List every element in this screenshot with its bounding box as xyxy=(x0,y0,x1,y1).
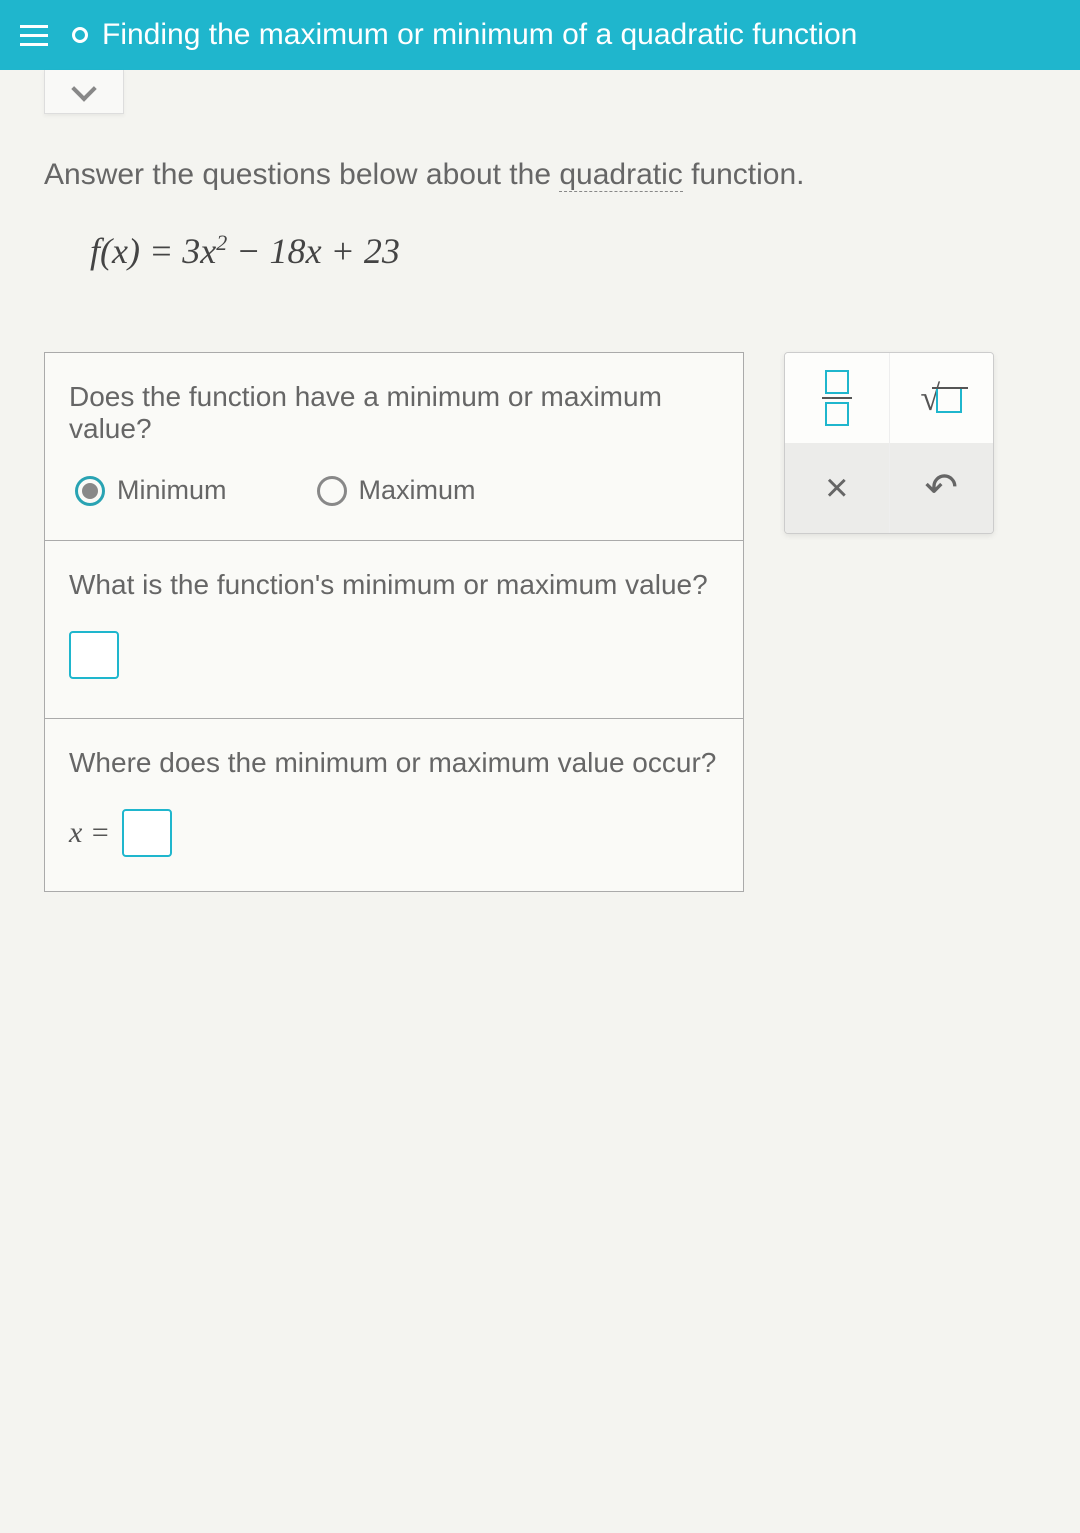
chevron-down-icon xyxy=(71,76,96,101)
radio-minimum[interactable]: Minimum xyxy=(75,475,227,506)
radio-label: Maximum xyxy=(359,475,476,506)
q2-prompt: What is the function's minimum or maximu… xyxy=(69,569,719,601)
quadratic-link[interactable]: quadratic xyxy=(559,158,682,192)
menu-icon[interactable] xyxy=(20,25,48,46)
times-icon: × xyxy=(825,466,848,511)
q3-var-label: x = xyxy=(69,816,110,850)
page-header: Finding the maximum or minimum of a quad… xyxy=(0,0,1080,70)
clear-button[interactable]: × xyxy=(785,443,890,533)
radio-icon xyxy=(317,476,347,506)
undo-button[interactable]: ↶ xyxy=(890,443,994,533)
q3-prompt: Where does the minimum or maximum value … xyxy=(69,747,719,779)
undo-icon: ↶ xyxy=(924,465,958,511)
fraction-tool[interactable] xyxy=(785,353,890,443)
question-3: Where does the minimum or maximum value … xyxy=(45,719,743,891)
question-panel: Does the function have a minimum or maxi… xyxy=(44,352,744,892)
q3-answer-input[interactable] xyxy=(122,809,172,857)
q1-prompt: Does the function have a minimum or maxi… xyxy=(69,381,719,445)
radio-icon xyxy=(75,476,105,506)
radio-maximum[interactable]: Maximum xyxy=(317,475,476,506)
sqrt-tool[interactable]: √ xyxy=(890,353,994,443)
topic-bullet-icon xyxy=(72,27,88,43)
question-2: What is the function's minimum or maximu… xyxy=(45,541,743,719)
function-equation: f(x) = 3x2 − 18x + 23 xyxy=(90,230,1080,272)
header-title: Finding the maximum or minimum of a quad… xyxy=(102,18,857,52)
question-intro: Answer the questions below about the qua… xyxy=(44,158,1080,192)
q2-answer-input[interactable] xyxy=(69,631,119,679)
radio-label: Minimum xyxy=(117,475,227,506)
intro-suffix: function. xyxy=(683,158,805,191)
progress-dropdown[interactable] xyxy=(44,70,124,114)
intro-prefix: Answer the questions below about the xyxy=(44,158,559,191)
math-tool-panel: √ × ↶ xyxy=(784,352,994,534)
question-1: Does the function have a minimum or maxi… xyxy=(45,353,743,541)
